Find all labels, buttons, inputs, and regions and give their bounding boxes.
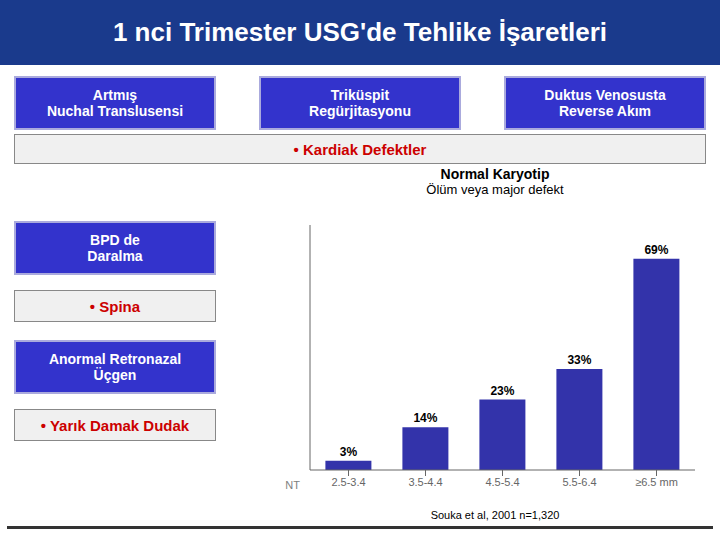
svg-text:2.5-3.4: 2.5-3.4	[331, 476, 365, 488]
html-text:• Yarık Damak Dudak: • Yarık Damak Dudak	[40, 416, 190, 434]
html-text:Duktus Venosusta Reverse Akım: Duktus Venosusta Reverse Akım	[544, 87, 666, 119]
svg-text:5.5-6.4: 5.5-6.4	[562, 476, 596, 488]
svg-text:4.5-5.4: 4.5-5.4	[485, 476, 519, 488]
html-text:Souka et al, 2001 n=1,320: Souka et al, 2001 n=1,320	[430, 509, 560, 521]
svg-text:69%: 69%	[644, 243, 668, 257]
html-text:Normal Karyotip: Normal Karyotip	[440, 166, 550, 182]
html-text:Triküspit Regürjitasyonu: Triküspit Regürjitasyonu	[309, 87, 411, 119]
html-text:BPD de Daralma: BPD de Daralma	[87, 232, 143, 264]
svg-text:≥6.5 mm: ≥6.5 mm	[635, 476, 678, 488]
svg-text:23%: 23%	[490, 384, 514, 398]
html-text:1 nci Trimester USG'de Tehlike: 1 nci Trimester USG'de Tehlike İşaretler…	[112, 17, 608, 47]
svg-text:14%: 14%	[413, 411, 437, 425]
html-text:• Kardiak Defektler: • Kardiak Defektler	[293, 140, 427, 158]
html-text:• Spina: • Spina	[89, 297, 141, 315]
html-text:Artmış Nuchal Translusensi: Artmış Nuchal Translusensi	[46, 87, 184, 119]
svg-text:33%: 33%	[567, 353, 591, 367]
html-text:Ölüm veya major defekt: Ölüm veya major defekt	[426, 182, 564, 197]
svg-text:NT: NT	[285, 479, 300, 491]
svg-text:3%: 3%	[340, 445, 358, 459]
svg-text:3.5-4.4: 3.5-4.4	[408, 476, 442, 488]
html-text:Anormal Retronazal Üçgen: Anormal Retronazal Üçgen	[48, 351, 182, 383]
